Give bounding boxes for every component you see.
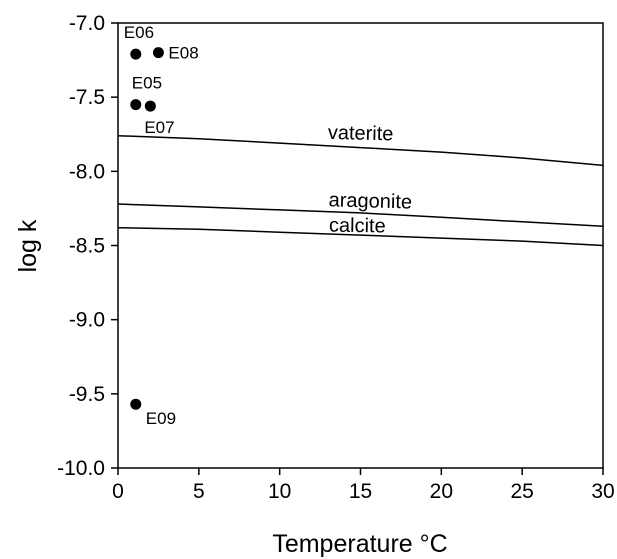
x-tick-label: 30 [591, 480, 614, 503]
data-point-e05 [130, 99, 142, 111]
x-axis-ticks: 0 5 10 15 20 25 30 [112, 468, 615, 503]
x-tick-label: 10 [268, 480, 291, 503]
point-label-e05: E05 [132, 74, 162, 93]
data-point-e09 [130, 398, 142, 410]
point-label-e08: E08 [168, 44, 198, 63]
curve-vaterite [117, 134, 604, 167]
y-tick-label: -7.5 [69, 86, 105, 109]
x-tick-label: 0 [112, 480, 124, 503]
x-tick-label: 5 [193, 480, 205, 503]
curve-calcite [117, 226, 604, 247]
curve-label-vaterite: vaterite [328, 122, 394, 145]
y-tick-label: -8.0 [69, 160, 105, 183]
curve-label-aragonite: aragonite [328, 189, 412, 213]
point-label-e06: E06 [124, 23, 154, 42]
y-tick-label: -7.0 [69, 12, 105, 35]
data-point-e08 [152, 47, 164, 59]
data-point-e07 [144, 100, 156, 112]
y-tick-label: -9.0 [69, 309, 105, 332]
y-tick-label: -10.0 [57, 457, 105, 480]
curve-aragonite [117, 203, 604, 227]
data-points: E06 E08 E05 E07 E09 [124, 23, 199, 428]
x-tick-label: 15 [349, 480, 372, 503]
y-tick-label: -9.5 [69, 383, 105, 406]
y-axis-title: log k [14, 219, 42, 272]
data-point-e06 [130, 48, 142, 60]
plot-frame [117, 22, 604, 469]
x-axis-title: Temperature °C [272, 530, 447, 558]
y-axis-ticks: -10.0 -9.5 -9.0 -8.5 -8.0 -7.5 -7.0 [57, 12, 118, 480]
y-tick-label: -8.5 [69, 235, 105, 258]
point-label-e07: E07 [144, 118, 174, 137]
curve-label-calcite: calcite [329, 215, 386, 238]
x-tick-label: 25 [510, 480, 533, 503]
x-tick-label: 20 [430, 480, 453, 503]
point-label-e09: E09 [146, 409, 176, 428]
